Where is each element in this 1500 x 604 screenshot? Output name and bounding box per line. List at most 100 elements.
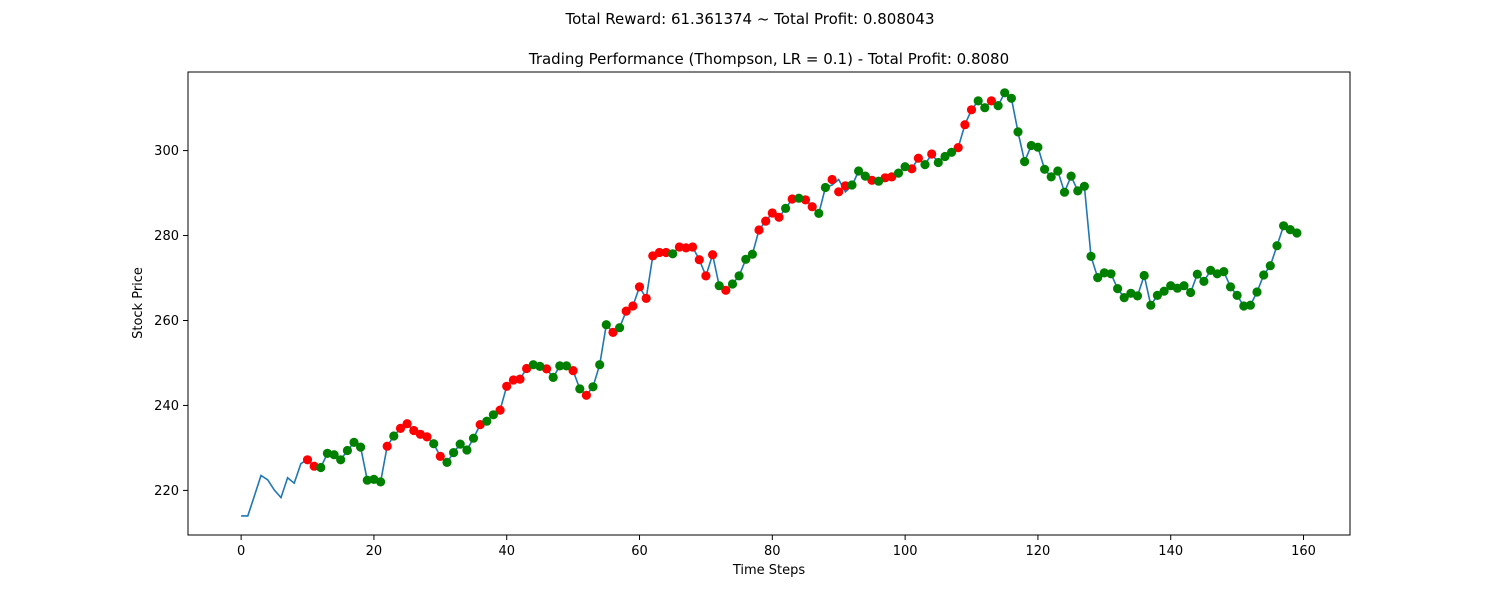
red-trade-point: [927, 149, 937, 159]
x-tick-label: 0: [237, 544, 245, 559]
green-trade-point: [316, 462, 326, 473]
green-trade-point: [741, 254, 751, 264]
price-series-line: [241, 91, 1298, 517]
green-trade-point: [893, 168, 904, 178]
green-trade-point: [1020, 157, 1030, 167]
green-trade-point: [389, 431, 399, 441]
green-trade-point: [1099, 268, 1109, 278]
x-tick-label: 20: [366, 544, 383, 559]
green-trade-point: [794, 193, 804, 203]
green-trade-point: [933, 157, 943, 168]
green-trade-point: [947, 147, 957, 157]
green-trade-point: [1259, 270, 1269, 280]
green-trade-point: [429, 439, 439, 449]
red-trade-point: [395, 423, 406, 433]
y-tick-label: 220: [154, 484, 179, 499]
green-trade-point: [376, 477, 386, 487]
red-trade-point: [641, 293, 651, 303]
red-trade-point: [986, 96, 997, 106]
green-trade-point: [329, 450, 339, 460]
green-trade-point: [1132, 291, 1143, 301]
x-tick-label: 80: [764, 544, 781, 559]
red-trade-point: [774, 212, 784, 222]
red-trade-point: [953, 143, 963, 153]
red-trade-point: [515, 374, 525, 384]
green-trade-point: [468, 433, 479, 443]
green-trade-point: [1219, 267, 1229, 277]
x-tick-label: 160: [1291, 544, 1316, 559]
green-trade-point: [488, 410, 498, 420]
green-trade-point: [555, 361, 565, 371]
green-trade-point: [1192, 269, 1202, 279]
red-trade-point: [701, 271, 711, 281]
green-trade-point: [734, 271, 744, 281]
green-trade-point: [588, 382, 598, 392]
green-trade-point: [1040, 164, 1050, 174]
green-trade-point: [1225, 282, 1236, 292]
green-trade-point: [920, 160, 930, 170]
red-trade-point: [402, 419, 412, 429]
green-trade-point: [336, 455, 346, 465]
green-trade-point: [356, 442, 366, 452]
green-trade-point: [1106, 269, 1116, 279]
green-trade-point: [455, 439, 465, 449]
green-trade-point: [1245, 300, 1255, 310]
red-trade-point: [867, 175, 877, 185]
red-trade-point: [721, 285, 731, 295]
red-trade-point: [960, 120, 970, 130]
green-trade-point: [601, 320, 611, 330]
green-trade-point: [940, 151, 950, 162]
green-trade-point: [575, 384, 585, 394]
green-trade-point: [1073, 186, 1083, 196]
x-tick-label: 60: [631, 544, 648, 559]
red-trade-point: [708, 250, 718, 260]
red-trade-point: [966, 105, 977, 115]
green-trade-point: [900, 162, 910, 172]
red-trade-point: [834, 187, 844, 197]
red-trade-point: [761, 216, 771, 226]
y-axis-label: Stock Price: [131, 267, 146, 339]
green-trade-point: [1053, 166, 1063, 176]
red-trade-point: [581, 390, 592, 400]
green-trade-point: [1119, 293, 1129, 303]
green-trade-point: [462, 445, 472, 455]
green-trade-point: [668, 249, 678, 259]
green-trade-point: [595, 360, 605, 370]
green-trade-point: [820, 182, 831, 193]
red-trade-point: [787, 194, 797, 204]
red-trade-point: [422, 432, 432, 442]
green-trade-point: [847, 180, 857, 190]
red-trade-point: [435, 451, 445, 461]
green-trade-point: [993, 101, 1003, 111]
green-trade-point: [449, 448, 459, 458]
green-trade-point: [1139, 270, 1149, 281]
red-trade-point: [807, 202, 817, 212]
green-trade-point: [1252, 287, 1262, 297]
green-trade-point: [535, 361, 545, 371]
green-trade-point: [874, 176, 884, 186]
red-trade-point: [887, 172, 897, 182]
green-trade-point: [1146, 300, 1156, 310]
green-trade-point: [1292, 228, 1302, 238]
green-trade-point: [1113, 284, 1123, 294]
green-trade-point: [1013, 127, 1023, 137]
green-trade-point: [1272, 241, 1282, 251]
green-trade-point: [1232, 290, 1242, 300]
red-trade-point: [621, 306, 631, 316]
figure-suptitle: Total Reward: 61.361374 ~ Total Profit: …: [564, 10, 934, 28]
red-trade-point: [502, 381, 512, 391]
green-trade-point: [1159, 286, 1169, 296]
red-trade-point: [382, 441, 392, 451]
green-trade-point: [1006, 93, 1017, 103]
red-trade-point: [688, 242, 698, 252]
y-tick-label: 240: [154, 399, 179, 414]
y-axis-ticks: 220 240 260 280 300: [154, 144, 188, 499]
trade-markers: [302, 88, 1302, 487]
green-trade-point: [1186, 287, 1196, 298]
red-trade-point: [628, 301, 638, 311]
green-trade-point: [442, 457, 452, 467]
red-trade-point: [754, 225, 764, 235]
green-trade-point: [714, 281, 724, 291]
green-trade-point: [1079, 181, 1089, 191]
green-trade-point: [1086, 251, 1096, 261]
